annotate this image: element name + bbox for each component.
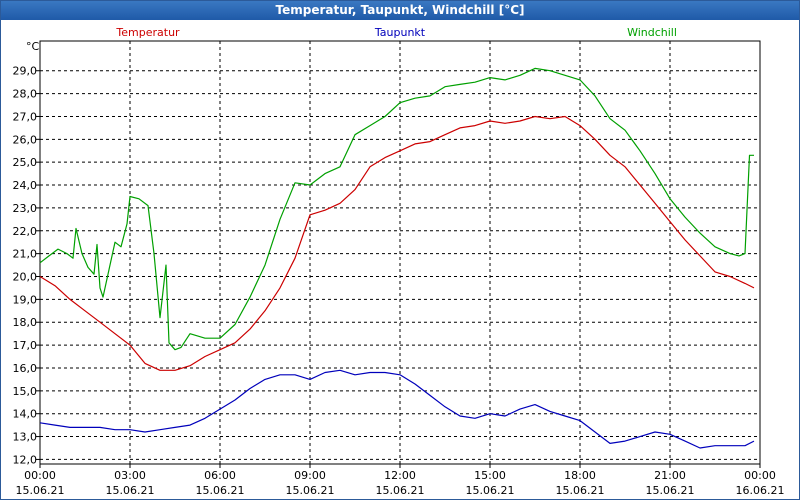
x-tick-date: 15.06.21 — [106, 484, 155, 497]
x-axis: 00:00 15.06.21 03:00 15.06.21 06:00 15.06.21 0… — [16, 464, 785, 497]
y-tick-label: 26,0 — [13, 133, 38, 146]
series-line-temperatur — [39, 115, 755, 371]
window-title: Temperatur, Taupunkt, Windchill [°C] — [1, 1, 799, 20]
y-tick-label: 24,0 — [13, 179, 38, 192]
y-tick-label: 25,0 — [13, 156, 38, 169]
legend-temperatur: Temperatur — [115, 26, 180, 39]
y-tick-label: 21,0 — [13, 248, 38, 261]
y-tick-label: 23,0 — [13, 202, 38, 215]
series-line-windchill — [39, 67, 754, 351]
x-tick-time: 03:00 — [114, 469, 146, 482]
y-tick-label: 27,0 — [13, 110, 38, 123]
y-tick-label: 17,0 — [13, 339, 38, 352]
x-tick-date: 15.06.21 — [16, 484, 65, 497]
y-tick-label: 16,0 — [13, 362, 38, 375]
x-tick-time: 00:00 — [24, 469, 56, 482]
x-tick-date: 15.06.21 — [466, 484, 515, 497]
x-tick-date: 15.06.21 — [556, 484, 605, 497]
x-tick-time: 09:00 — [294, 469, 326, 482]
x-tick-time: 12:00 — [384, 469, 416, 482]
y-tick-label: 19,0 — [13, 293, 38, 306]
y-axis: 12,0 13,0 14,0 15,0 16,0 17,0 18,0 19,0 20,0 21,0… — [13, 65, 40, 466]
x-tick-time: 18:00 — [564, 469, 596, 482]
x-tick-date: 16.06.21 — [736, 484, 785, 497]
y-tick-label: 15,0 — [13, 385, 38, 398]
x-tick-date: 15.06.21 — [376, 484, 425, 497]
x-tick-time: 21:00 — [654, 469, 686, 482]
y-tick-label: 22,0 — [13, 225, 38, 238]
y-tick-label: 12,0 — [13, 453, 38, 466]
x-tick-time: 00:00 — [744, 469, 776, 482]
y-axis-unit: °C — [26, 40, 40, 53]
legend-taupunkt: Taupunkt — [374, 26, 426, 39]
y-tick-label: 28,0 — [13, 88, 38, 101]
series-group — [39, 67, 755, 449]
x-tick-time: 06:00 — [204, 469, 236, 482]
series-line-taupunkt — [39, 369, 755, 449]
x-tick-date: 15.06.21 — [646, 484, 695, 497]
legend-windchill: Windchill — [627, 26, 677, 39]
y-tick-label: 14,0 — [13, 408, 38, 421]
x-tick-time: 15:00 — [474, 469, 506, 482]
x-tick-date: 15.06.21 — [286, 484, 335, 497]
y-tick-label: 18,0 — [13, 316, 38, 329]
y-tick-label: 20,0 — [13, 271, 38, 284]
x-tick-date: 15.06.21 — [196, 484, 245, 497]
y-tick-label: 13,0 — [13, 431, 38, 444]
y-tick-label: 29,0 — [13, 65, 38, 78]
